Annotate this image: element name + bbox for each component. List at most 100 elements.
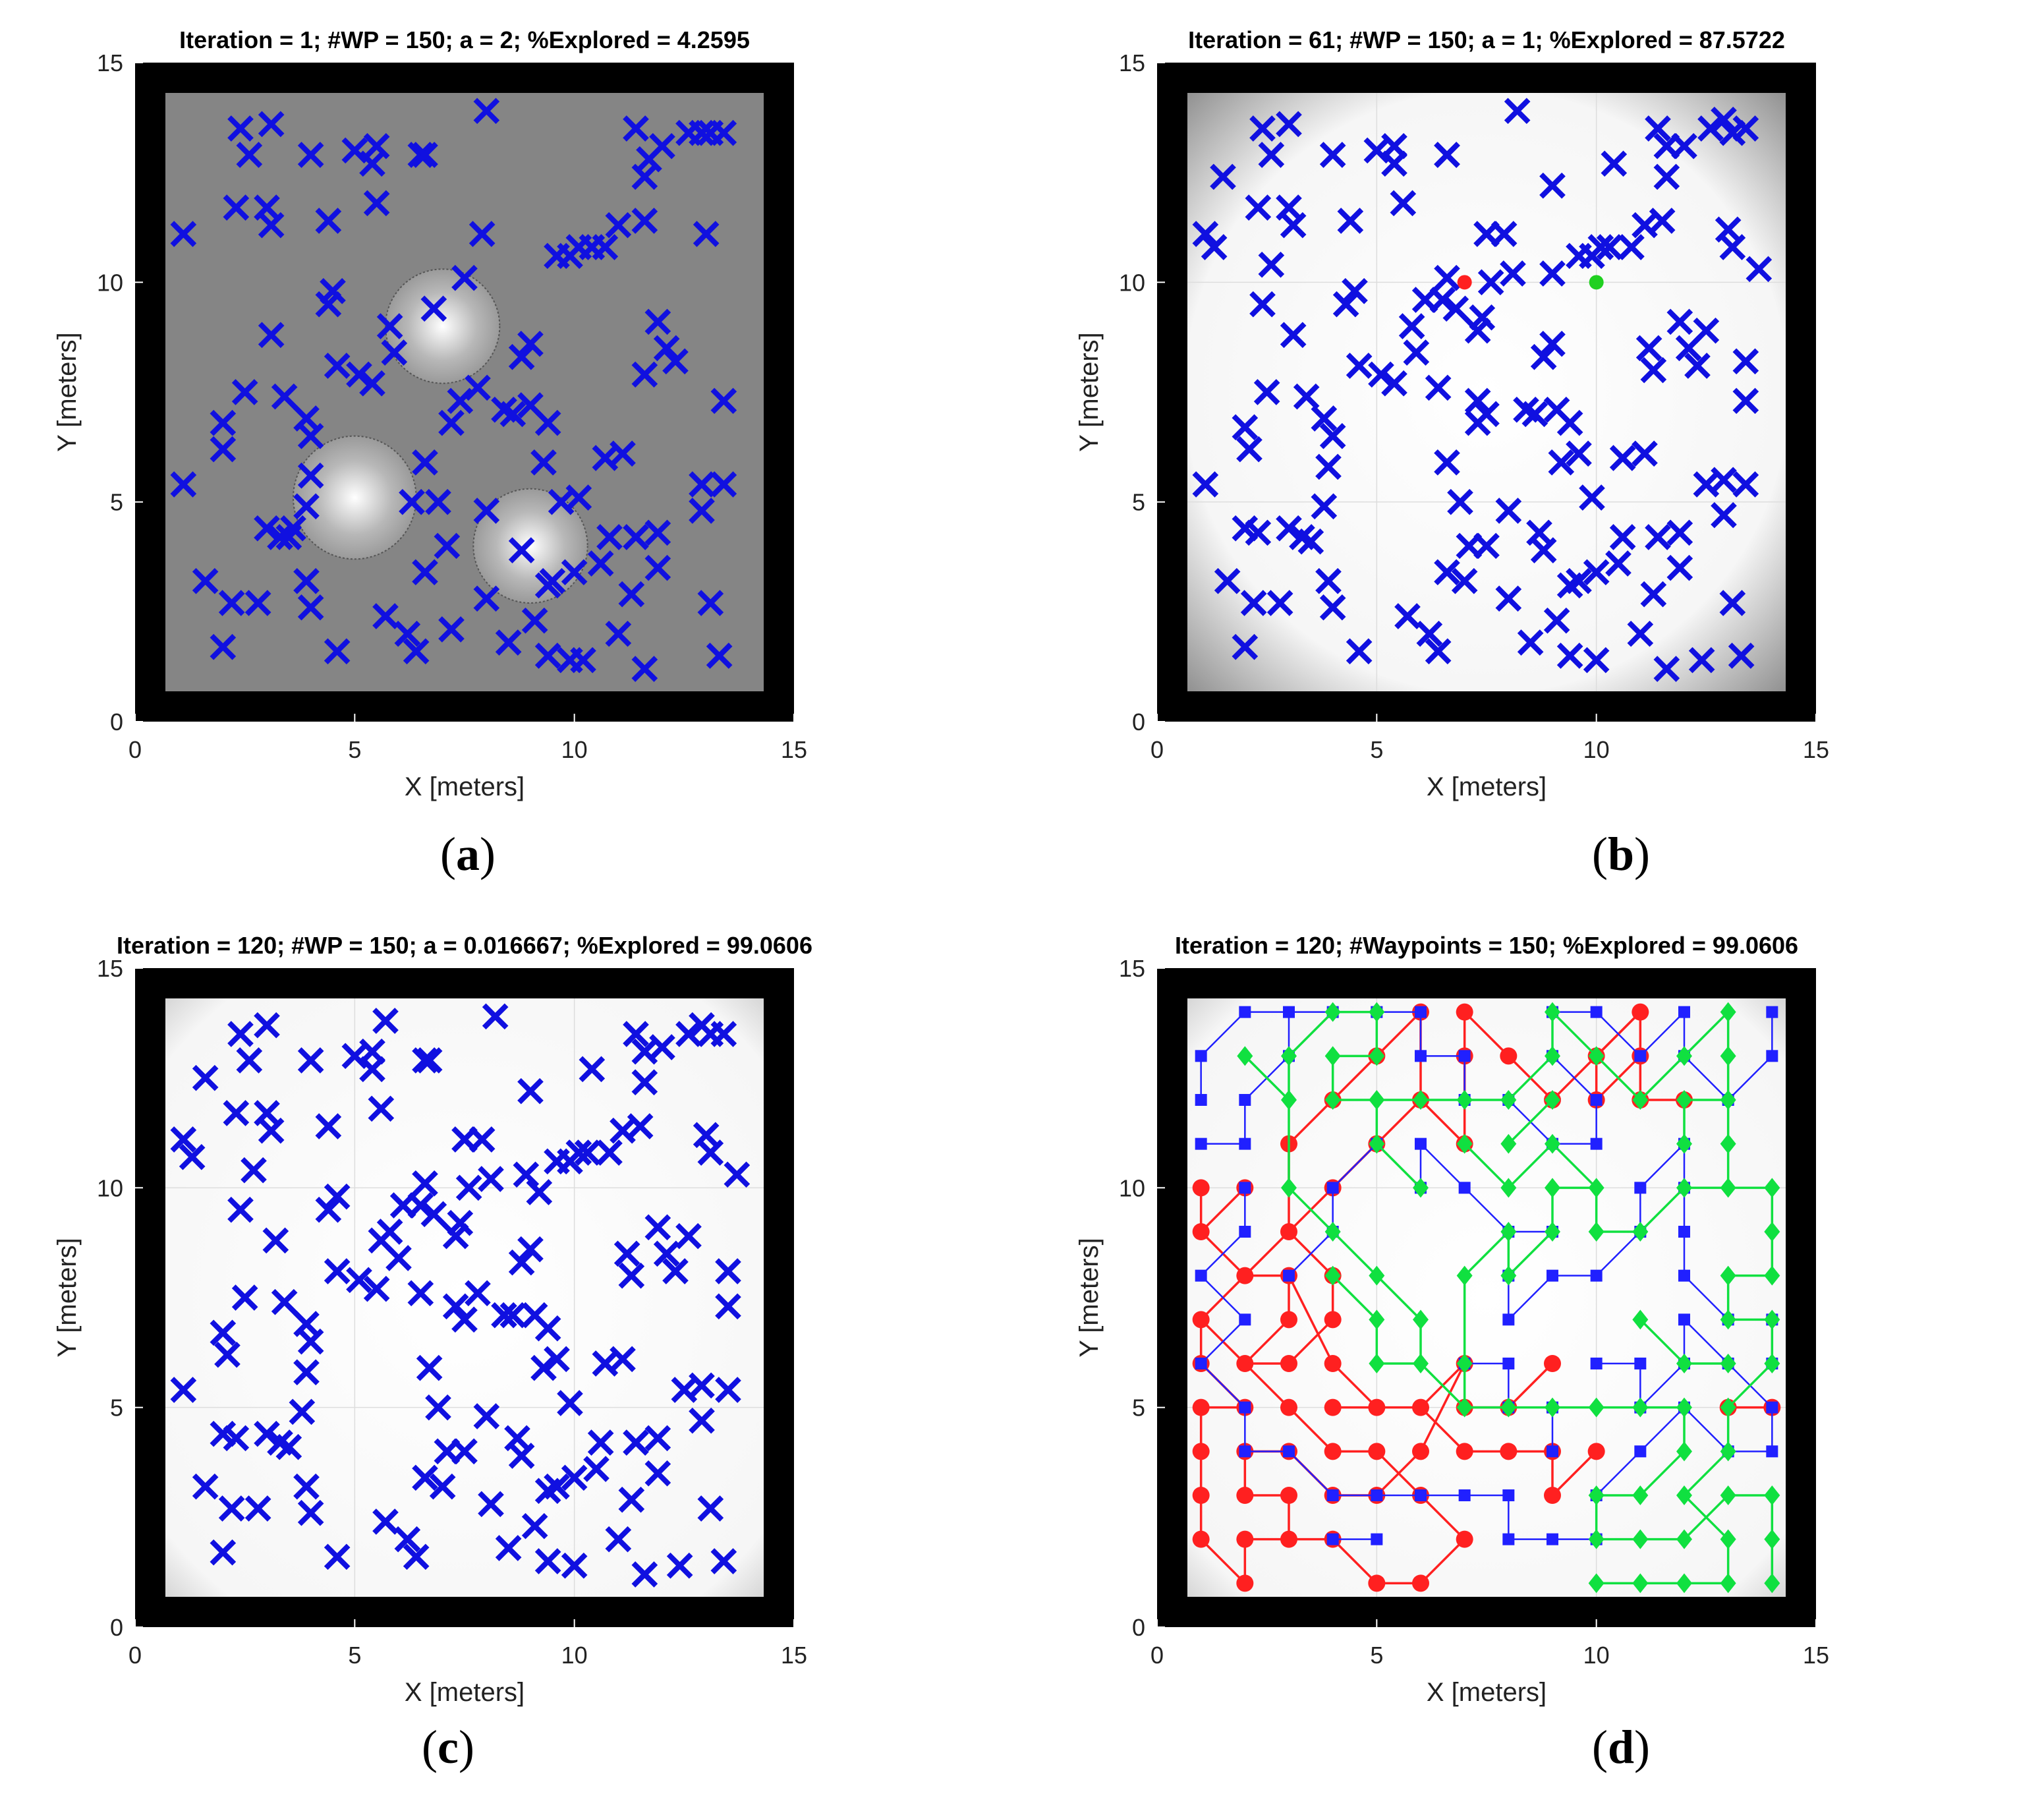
waypoint-marker [1280, 212, 1307, 239]
waypoint-marker [644, 1460, 671, 1487]
waypoint-marker [324, 353, 351, 379]
path-waypoint [1192, 1223, 1210, 1240]
waypoint-marker [1495, 585, 1522, 612]
path-waypoint [1458, 1182, 1471, 1194]
waypoint-marker [1746, 256, 1773, 283]
path-waypoint [1632, 1485, 1649, 1505]
path-waypoint [1766, 1050, 1778, 1062]
path-waypoint [1324, 1222, 1341, 1242]
waypoint-marker [324, 1543, 351, 1570]
path-waypoint [1632, 1529, 1649, 1549]
waypoint-marker [1477, 269, 1504, 296]
waypoint-marker [521, 607, 548, 634]
waypoint-marker [363, 190, 390, 217]
waypoint-marker [473, 98, 500, 125]
path-waypoint [1456, 1397, 1473, 1418]
path-waypoint [1283, 1006, 1295, 1018]
path-waypoint [1634, 1050, 1647, 1062]
waypoint-marker [1311, 493, 1338, 520]
path-waypoint [1195, 1050, 1207, 1062]
waypoint-marker [315, 1196, 342, 1223]
waypoint-marker [1342, 277, 1368, 304]
waypoint-marker [653, 335, 680, 362]
path-waypoint [1720, 1090, 1736, 1110]
waypoint-marker [1521, 401, 1548, 428]
path-waypoint [1280, 1223, 1297, 1240]
waypoint-marker [1671, 132, 1697, 159]
waypoint-marker [1416, 620, 1443, 647]
waypoint-marker [455, 1174, 482, 1201]
waypoint-marker [447, 1209, 474, 1236]
path-waypoint [1281, 1046, 1297, 1066]
waypoint-marker [724, 1161, 751, 1188]
path-waypoint [1545, 1178, 1560, 1198]
waypoint-marker [394, 1526, 421, 1553]
waypoint-marker [1627, 620, 1654, 647]
waypoint-marker [473, 1403, 500, 1429]
path-waypoint [1283, 1445, 1295, 1458]
path-waypoint [1192, 1311, 1210, 1329]
waypoint-marker [254, 515, 280, 542]
panel-c: 0 0 5 5 10 10 15 15 Iteration = 120; #WP = 150; … [0, 906, 1022, 1811]
waypoint-marker [407, 1192, 434, 1219]
waypoint-marker [1666, 519, 1693, 546]
waypoint-marker [689, 1372, 715, 1399]
waypoint-marker [495, 629, 522, 656]
waypoint-marker [662, 348, 689, 375]
path-waypoint [1237, 1046, 1253, 1066]
waypoint-marker [271, 383, 298, 410]
robot-path [1332, 1275, 1421, 1365]
path-waypoint [1676, 1090, 1692, 1110]
chart-title: Iteration = 1; #WP = 150; a = 2; %Explor… [179, 26, 750, 53]
waypoint-marker [1548, 449, 1575, 476]
path-waypoint [1764, 1529, 1780, 1549]
waypoint-marker [1319, 422, 1346, 449]
waypoint-marker [412, 1464, 438, 1491]
waypoint-marker [451, 1306, 478, 1333]
path-waypoint [1236, 1355, 1254, 1372]
waypoint-marker [1684, 353, 1711, 379]
path-waypoint [1281, 1090, 1297, 1110]
waypoint-marker [241, 1157, 267, 1184]
waypoint-marker [170, 471, 197, 498]
waypoint-marker [644, 519, 671, 546]
waypoint-marker [425, 488, 451, 515]
waypoint-marker [697, 1495, 724, 1522]
waypoint-marker [666, 1552, 693, 1579]
waypoint-marker [1337, 208, 1364, 234]
path-waypoint [1676, 1573, 1692, 1594]
waypoint-marker [412, 559, 438, 586]
path-waypoint [1195, 1358, 1207, 1369]
path-waypoint [1324, 1046, 1341, 1066]
y-tick-label: 5 [1132, 489, 1145, 516]
waypoint-marker [605, 1526, 632, 1553]
waypoint-marker [583, 1456, 610, 1482]
path-waypoint [1413, 1178, 1429, 1198]
waypoint-marker [495, 1535, 522, 1561]
waypoint-marker [605, 620, 632, 647]
waypoint-marker [1276, 515, 1302, 542]
path-waypoint [1545, 1397, 1560, 1418]
waypoint-marker [465, 374, 491, 401]
waypoint-marker [210, 1319, 237, 1346]
waypoint-marker [372, 603, 399, 629]
waypoint-marker [557, 647, 583, 674]
waypoint-marker [258, 111, 285, 138]
path-waypoint [1456, 1265, 1473, 1286]
waypoint-marker [346, 1267, 372, 1294]
waypoint-marker [231, 379, 258, 405]
waypoint-marker [468, 221, 496, 247]
waypoint-marker [293, 493, 320, 520]
path-waypoint [1720, 1002, 1736, 1022]
waypoint-marker [438, 616, 465, 643]
robot-path [1463, 1142, 1597, 1190]
waypoint-marker [218, 590, 245, 616]
waypoint-marker [565, 1139, 592, 1166]
x-axis-label: X [meters] [1427, 1678, 1547, 1707]
waypoint-marker [478, 1166, 504, 1192]
waypoint-marker [1236, 436, 1263, 463]
waypoint-marker [1732, 388, 1759, 415]
path-waypoint [1632, 1309, 1649, 1330]
x-tick-label: 10 [1583, 736, 1610, 763]
explored-region [385, 268, 501, 384]
